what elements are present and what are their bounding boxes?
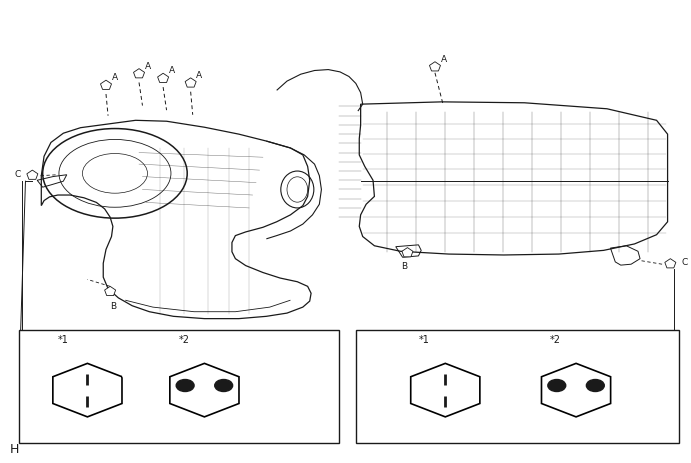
Polygon shape	[158, 74, 169, 83]
Polygon shape	[410, 363, 480, 417]
Polygon shape	[542, 363, 611, 417]
Text: A: A	[440, 55, 446, 63]
Text: *2: *2	[550, 335, 561, 344]
Polygon shape	[27, 171, 38, 180]
Text: B: B	[401, 262, 407, 271]
Text: A: A	[196, 71, 202, 80]
Bar	[356, 331, 679, 443]
Circle shape	[176, 380, 194, 392]
Text: A: A	[111, 73, 117, 82]
Text: *1: *1	[58, 335, 69, 344]
Text: C: C	[681, 258, 688, 267]
Text: H: H	[10, 442, 19, 455]
Text: A: A	[144, 62, 151, 70]
Circle shape	[587, 380, 604, 392]
Text: *2: *2	[178, 335, 189, 344]
Circle shape	[215, 380, 233, 392]
Polygon shape	[170, 363, 239, 417]
Bar	[19, 331, 339, 443]
Text: *1: *1	[419, 335, 430, 344]
Polygon shape	[430, 63, 440, 72]
Polygon shape	[665, 259, 676, 269]
Polygon shape	[402, 248, 413, 257]
Polygon shape	[53, 363, 122, 417]
Text: B: B	[111, 301, 117, 310]
Polygon shape	[133, 69, 144, 79]
Text: A: A	[169, 66, 175, 75]
Circle shape	[548, 380, 566, 392]
Text: C: C	[14, 169, 20, 178]
Polygon shape	[104, 287, 115, 296]
Polygon shape	[185, 79, 196, 88]
Polygon shape	[100, 81, 111, 90]
